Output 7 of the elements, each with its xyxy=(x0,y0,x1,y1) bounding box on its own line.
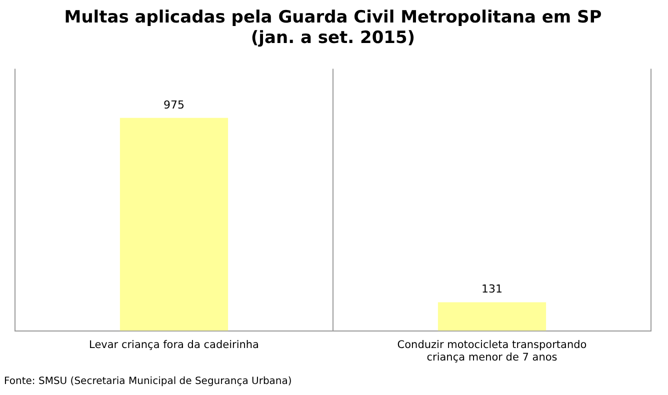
text: (jan. a set. 2015) xyxy=(250,28,416,48)
x-tick-label: Levar criança fora da cadeirinha xyxy=(89,338,259,351)
data-label: 131 xyxy=(482,282,502,296)
text: Multas aplicadas pela Guarda Civil Metropolitana em SP xyxy=(64,8,602,28)
source-note: Fonte: SMSU (Secretaria Municipal de Segurança Urbana) xyxy=(4,376,292,387)
x-tick-label: Conduzir motocicleta transportando criança menor de 7 anos xyxy=(397,338,587,364)
data-label: 975 xyxy=(164,98,184,112)
